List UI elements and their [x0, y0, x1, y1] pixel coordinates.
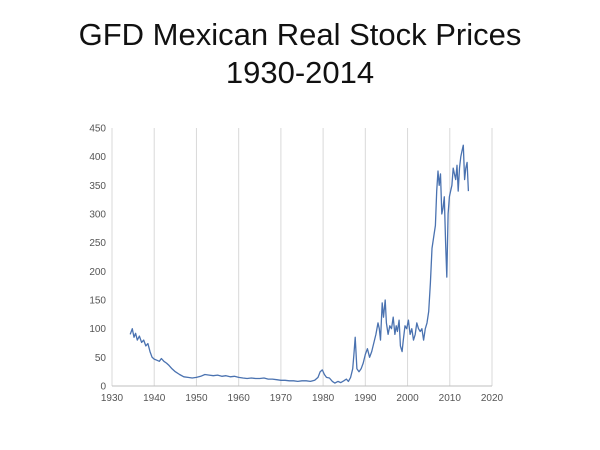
- y-tick-label: 150: [89, 296, 106, 307]
- y-tick-label: 0: [100, 382, 106, 393]
- x-tick-label: 1950: [185, 393, 208, 404]
- series: [129, 144, 470, 384]
- y-tick-label: 200: [89, 267, 106, 278]
- series-line-0: [129, 144, 470, 384]
- y-tick-label: 250: [89, 238, 106, 249]
- x-tick-label: 1930: [101, 393, 124, 404]
- y-tick-label: 300: [89, 210, 106, 221]
- chart-title-line-2: 1930-2014: [225, 55, 375, 90]
- x-tick-label: 2010: [439, 393, 462, 404]
- x-tick-label: 1990: [354, 393, 377, 404]
- y-tick-label: 350: [89, 181, 106, 192]
- gridlines: [111, 128, 493, 386]
- chart-title: GFD Mexican Real Stock Prices 1930-2014: [0, 16, 600, 92]
- y-tick-label: 50: [95, 353, 107, 364]
- y-tick-label: 450: [89, 124, 106, 135]
- chart-title-line-1: GFD Mexican Real Stock Prices: [78, 17, 522, 52]
- x-tick-label: 2000: [396, 393, 419, 404]
- x-tick-label: 1970: [270, 393, 293, 404]
- x-tick-label: 1980: [312, 393, 335, 404]
- y-tick-label: 100: [89, 324, 106, 335]
- y-tick-label: 400: [89, 152, 106, 163]
- x-tick-label: 1940: [143, 393, 166, 404]
- x-tick-label: 1960: [228, 393, 251, 404]
- x-tick-label: 2020: [481, 393, 504, 404]
- axes: 1930 1940 1950 1960 1970 1980 1990 2000 2010 2020…: [89, 124, 503, 405]
